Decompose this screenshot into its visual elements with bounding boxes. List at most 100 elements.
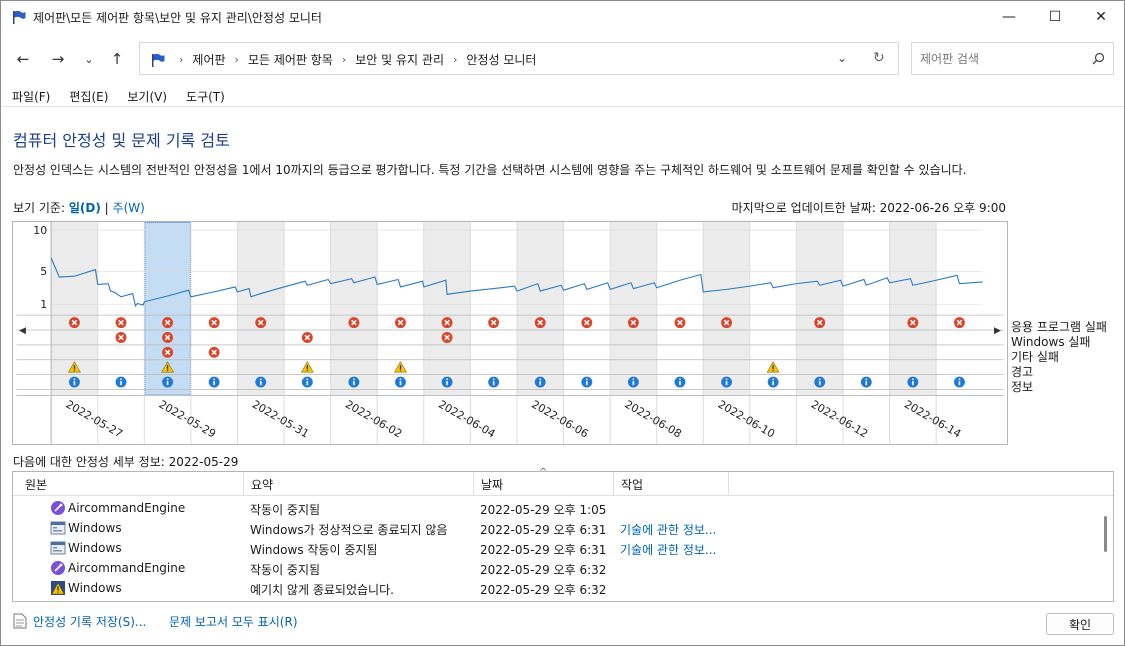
chevron-right-icon: › — [179, 53, 184, 66]
arrow-right-icon: → — [51, 50, 65, 68]
error-icon-cross — [257, 319, 264, 326]
table-row[interactable]: AircommandEngine 작동이 중지됨 2022-05-29 오후 1:0… — [13, 498, 1113, 518]
flag-icon — [13, 10, 26, 24]
back-button[interactable]: ← — [11, 47, 35, 71]
day-column — [190, 222, 238, 396]
y-tick-label: 5 — [40, 265, 47, 278]
row-date: 2022-05-29 오후 6:31 — [480, 523, 607, 537]
menu-edit[interactable]: 편집(E) — [69, 90, 109, 104]
row-summary: Windows 작동이 중지됨 — [250, 543, 378, 557]
warning-icon-bar — [306, 365, 308, 370]
row-technical-details-link[interactable]: 기술에 관한 정보... — [620, 543, 717, 557]
warning-icon-bar — [73, 365, 76, 370]
chevron-right-icon: › — [341, 53, 347, 66]
chart-scroll-left-icon[interactable]: ◀ — [19, 326, 26, 336]
window-title: 제어판\모든 제어판 항목\보안 및 유지 관리\안정성 모니터 — [33, 11, 322, 25]
table-scrollbar[interactable] — [1101, 496, 1111, 601]
maximize-button[interactable]: ☐ — [1032, 1, 1078, 33]
row-source: Windows — [68, 521, 122, 535]
info-icon-bar — [725, 381, 728, 386]
breadcrumb-reliability-monitor[interactable]: 안정성 모니터 — [466, 53, 537, 67]
arrow-up-icon: ↑ — [110, 50, 124, 68]
maximize-icon: ☐ — [1048, 9, 1062, 25]
search-input[interactable] — [920, 50, 1085, 68]
save-history-link[interactable]: 안정성 기록 저장(S)... — [33, 615, 147, 629]
info-icon-bar — [446, 381, 448, 386]
day-column — [516, 222, 564, 396]
address-dropdown-button[interactable]: ⌄ — [837, 51, 848, 65]
breadcrumb-all-items[interactable]: 모든 제어판 항목 — [247, 53, 333, 67]
info-icon-dot — [213, 378, 215, 381]
date-label: 2022-06-12 — [809, 398, 870, 441]
windows-warning-icon — [51, 581, 65, 595]
info-icon-dot — [679, 378, 681, 381]
row-technical-details-link[interactable]: 기술에 관한 정보... — [620, 523, 717, 537]
windows-window-icon — [50, 521, 66, 535]
breadcrumb-control-panel[interactable]: 제어판 — [192, 53, 226, 67]
table-row[interactable]: AircommandEngine 작동이 중지됨 2022-05-29 오후 6:3… — [13, 558, 1113, 578]
address-bar[interactable]: › 제어판 › 모든 제어판 항목 › 보안 및 유지 관리 › 안정성 모니터… — [139, 42, 899, 75]
table-row[interactable]: Windows Windows 작동이 중지됨 2022-05-29 오후 6:31… — [13, 538, 1113, 558]
day-column — [237, 222, 285, 396]
table-header: 원본 요약 날짜 작업 — [13, 472, 1113, 496]
info-icon-dot — [166, 378, 169, 381]
title-bar: 제어판\모든 제어판 항목\보안 및 유지 관리\안정성 모니터 — ☐ ✕ — [1, 1, 1124, 33]
error-icon-cross — [677, 319, 683, 326]
scroll-thumb[interactable] — [1104, 516, 1107, 552]
info-icon-dot — [539, 378, 542, 381]
ok-button[interactable]: 확인 — [1046, 613, 1114, 635]
info-icon-bar — [539, 381, 542, 386]
chart-scroll-right-icon[interactable]: ▶ — [994, 326, 1001, 336]
legend-information: 정보 — [1011, 380, 1034, 394]
error-icon-cross — [444, 319, 450, 326]
breadcrumb-security-maintenance[interactable]: 보안 및 유지 관리 — [355, 53, 444, 67]
app-engine-icon — [51, 561, 65, 575]
error-icon-cross — [118, 334, 124, 341]
info-icon-dot — [958, 378, 961, 381]
document-icon — [13, 613, 27, 629]
show-all-reports-link[interactable]: 문제 보고서 모두 표시(R) — [169, 615, 298, 629]
error-icon-cross — [304, 334, 311, 341]
view-by-day-link[interactable]: 일(D) — [68, 201, 101, 215]
error-icon-cross — [71, 319, 78, 326]
arrow-left-icon: ← — [16, 50, 30, 68]
column-source[interactable]: 원본 — [25, 478, 48, 492]
row-summary: 작동이 중지됨 — [250, 563, 321, 577]
close-icon: ✕ — [1095, 9, 1107, 25]
row-summary: 예기치 않게 종료되었습니다. — [250, 583, 394, 597]
column-action[interactable]: 작업 — [621, 478, 644, 492]
day-column — [470, 222, 517, 396]
info-icon-dot — [120, 378, 122, 381]
error-icon-cross — [164, 349, 171, 356]
menu-file[interactable]: 파일(F) — [12, 90, 51, 104]
error-icon-cross — [584, 319, 590, 326]
warning-icon-dot — [399, 369, 402, 372]
stability-chart[interactable]: 10 5 1 2022-05-27 2022-05-29 2022-05-31 2022-0… — [12, 221, 1008, 445]
legend-warnings: 경고 — [1011, 365, 1034, 379]
column-summary[interactable]: 요약 — [251, 478, 274, 492]
up-button[interactable]: ↑ — [105, 47, 129, 71]
refresh-button[interactable]: ↻ — [873, 50, 885, 66]
recent-locations-button[interactable]: ⌄ — [77, 47, 101, 71]
y-tick-label: 1 — [40, 298, 47, 311]
table-row[interactable]: Windows 예기치 않게 종료되었습니다. 2022-05-29 오후 6:32 — [13, 578, 1113, 598]
menu-view[interactable]: 보기(V) — [127, 90, 168, 104]
row-summary: 작동이 중지됨 — [250, 503, 321, 517]
minimize-button[interactable]: — — [986, 1, 1032, 33]
forward-button[interactable]: → — [46, 47, 70, 71]
day-column — [423, 222, 471, 396]
day-column — [843, 222, 890, 396]
y-tick-label: 10 — [33, 224, 47, 237]
view-by-week-link[interactable]: 주(W) — [112, 201, 145, 215]
search-icon[interactable] — [1092, 52, 1105, 65]
table-row[interactable]: Windows Windows가 정상적으로 종료되지 않음 2022-05-29 … — [13, 518, 1113, 538]
menu-tools[interactable]: 도구(T) — [186, 90, 225, 104]
info-icon-bar — [73, 381, 76, 386]
menu-bar: 파일(F) 편집(E) 보기(V) 도구(T) — [1, 87, 1124, 107]
info-icon-bar — [353, 381, 355, 386]
info-icon-bar — [958, 381, 961, 386]
close-button[interactable]: ✕ — [1078, 1, 1124, 33]
date-label: 2022-05-31 — [250, 398, 311, 441]
column-date[interactable]: 날짜 — [481, 478, 504, 492]
